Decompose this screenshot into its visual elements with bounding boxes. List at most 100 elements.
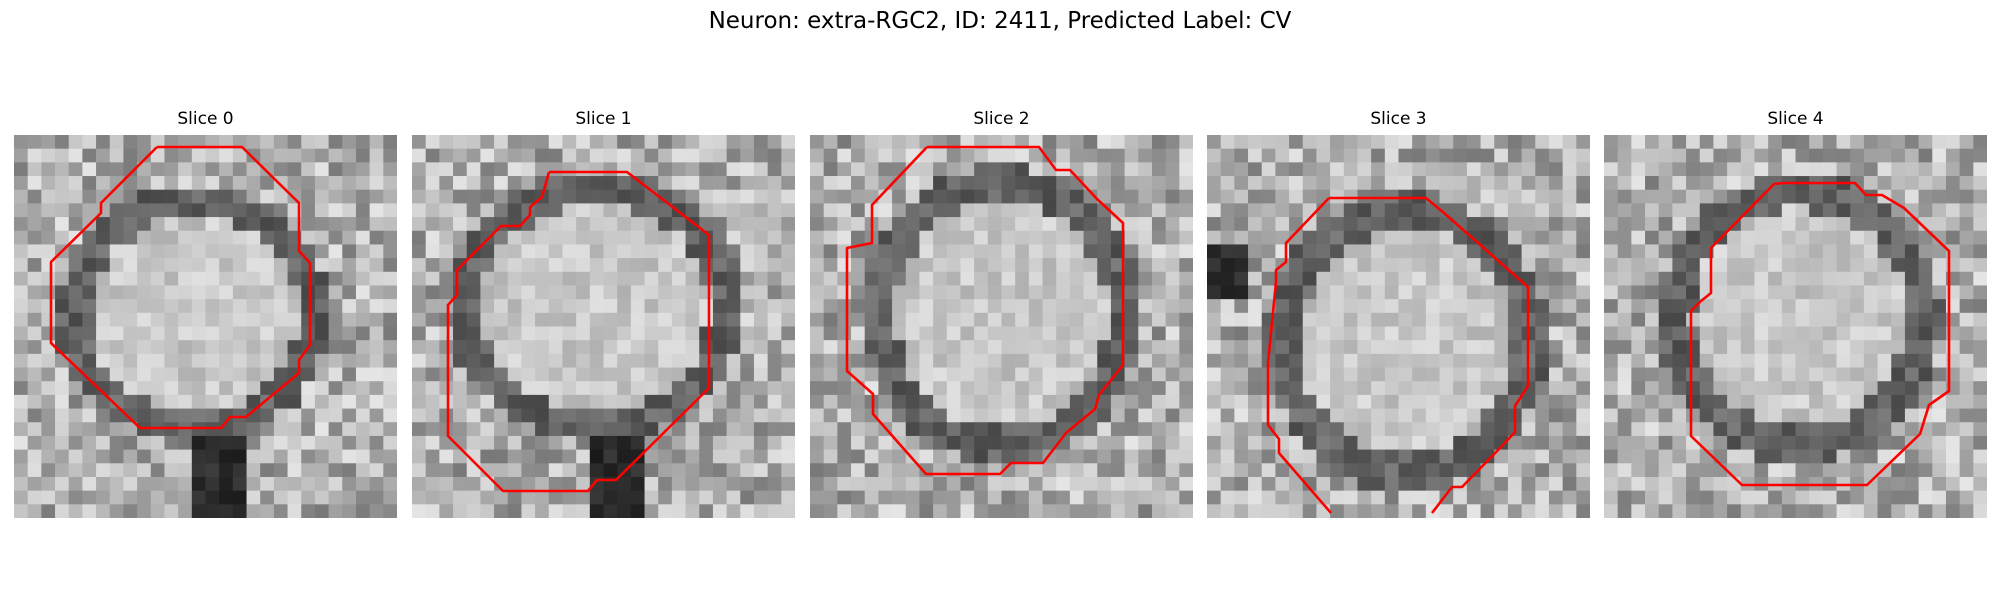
pixel [1904, 504, 1920, 518]
pixel [342, 476, 357, 492]
pixel [301, 435, 316, 451]
pixel [1658, 176, 1673, 191]
pixel [273, 230, 289, 246]
pixel [1562, 203, 1577, 218]
pixel [851, 258, 866, 273]
pixel [617, 504, 632, 518]
pixel [1343, 312, 1359, 328]
pixel [425, 230, 440, 246]
pixel [123, 449, 138, 464]
pixel [1768, 490, 1783, 505]
pixel [1179, 203, 1193, 218]
pixel [767, 463, 782, 478]
pixel [617, 285, 632, 300]
pixel [68, 258, 83, 273]
pixel [974, 244, 989, 259]
pixel [1973, 449, 1987, 464]
pixel [96, 162, 111, 177]
pixel [1918, 135, 1933, 150]
pixel [191, 230, 207, 246]
pixel [355, 449, 371, 464]
pixel [314, 312, 330, 328]
pixel [1425, 449, 1441, 464]
pixel [1781, 189, 1797, 204]
pixel [1248, 353, 1263, 369]
pixel [1220, 463, 1235, 478]
pixel [1631, 394, 1646, 410]
pixel [425, 408, 440, 423]
pixel [1754, 217, 1769, 232]
pixel [781, 285, 795, 300]
pixel [273, 312, 289, 328]
pixel [576, 340, 591, 355]
pixel [644, 244, 659, 259]
pixel [712, 340, 728, 355]
pixel [1918, 435, 1933, 451]
pixel [1562, 476, 1577, 492]
pixel [1083, 463, 1098, 478]
pixel [507, 258, 523, 273]
pixel [178, 189, 193, 204]
pixel [1672, 258, 1687, 273]
pixel [355, 230, 371, 246]
pixel [1466, 162, 1482, 177]
pixel [1658, 408, 1673, 423]
pixel [1535, 381, 1550, 396]
pixel [41, 353, 56, 369]
pixel [1330, 203, 1345, 218]
pixel [314, 230, 330, 246]
pixel [96, 326, 111, 341]
pixel [1357, 449, 1372, 464]
pixel [1822, 504, 1838, 518]
pixel [1822, 340, 1838, 355]
pixel [562, 476, 577, 492]
pixel [878, 340, 893, 355]
pixel [576, 203, 591, 218]
pixel [1289, 285, 1304, 300]
pixel [699, 244, 714, 259]
pixel [1138, 422, 1153, 437]
pixel [1781, 449, 1797, 464]
pixel [1576, 312, 1590, 328]
pixel [342, 490, 357, 505]
pixel [355, 463, 371, 478]
pixel [1289, 148, 1304, 163]
pixel [1151, 490, 1167, 505]
pixel [507, 449, 523, 464]
pixel [892, 258, 907, 273]
pixel [933, 490, 948, 505]
pixel [960, 299, 975, 314]
pixel [1686, 148, 1701, 163]
pixel [548, 285, 564, 300]
pixel [1248, 490, 1263, 505]
pixel [753, 463, 769, 478]
pixel [753, 367, 769, 382]
pixel [1343, 244, 1359, 259]
pixel [1220, 162, 1235, 177]
pixel [946, 504, 962, 518]
pixel [837, 176, 852, 191]
pixel [1124, 189, 1139, 204]
pixel [137, 381, 152, 396]
pixel [753, 285, 769, 300]
pixel [342, 148, 357, 163]
pixel [1754, 203, 1769, 218]
pixel [576, 135, 591, 150]
pixel [369, 367, 384, 382]
pixel [685, 435, 700, 451]
pixel [328, 381, 343, 396]
pixel [191, 422, 207, 437]
pixel [494, 203, 509, 218]
pixel [466, 422, 481, 437]
pixel [1973, 504, 1987, 518]
pixel [1248, 162, 1263, 177]
pixel [14, 435, 29, 451]
pixel [1289, 490, 1304, 505]
pixel [767, 340, 782, 355]
pixel [123, 285, 138, 300]
pixel [1138, 162, 1153, 177]
pixel [1850, 230, 1865, 246]
pixel [878, 367, 893, 382]
pixel [1822, 449, 1838, 464]
pixel [328, 476, 343, 492]
